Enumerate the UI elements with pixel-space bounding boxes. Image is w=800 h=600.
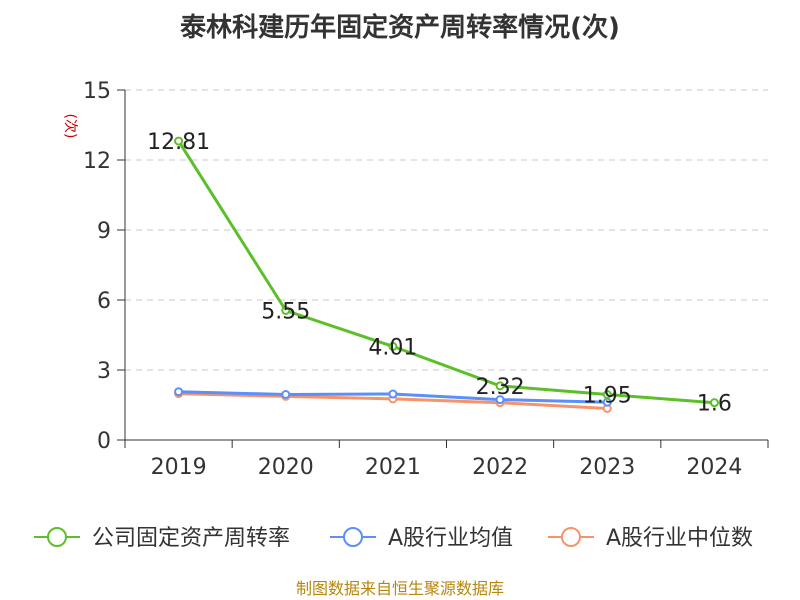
- grid-lines: [125, 89, 768, 371]
- data-label: 12.81: [147, 130, 210, 155]
- legend-label: A股行业中位数: [606, 526, 753, 551]
- x-tick-label: 2022: [472, 455, 528, 480]
- legend-swatch-marker: [561, 527, 581, 547]
- data-point: [388, 389, 398, 399]
- data-point: [709, 398, 719, 408]
- x-tick-label: 2023: [579, 455, 635, 480]
- series-lines: [174, 136, 719, 413]
- data-point: [281, 306, 291, 315]
- data-point: [174, 387, 184, 397]
- data-labels: 12.81 5.55 4.01 2.32 1.95 1.6: [147, 130, 732, 417]
- legend-label: 公司固定资产周转率: [92, 526, 290, 551]
- data-label: 1.95: [583, 384, 632, 409]
- y-tick-label: 6: [97, 289, 111, 314]
- data-label: 5.55: [261, 300, 310, 325]
- data-label: 2.32: [476, 375, 525, 400]
- data-point: [495, 381, 505, 391]
- data-label: 4.01: [368, 335, 417, 360]
- data-point: [495, 395, 505, 405]
- y-tick-label: 0: [97, 429, 111, 454]
- x-tick-label: 2019: [151, 455, 207, 480]
- legend: 公司固定资产周转率 A股行业均值 A股行业中位数: [34, 526, 753, 551]
- source-note: 制图数据来自恒生聚源数据库: [296, 579, 504, 598]
- legend-label: A股行业均值: [388, 526, 513, 551]
- data-point: [602, 390, 612, 399]
- legend-swatch-marker: [343, 527, 363, 547]
- x-tick-label: 2020: [258, 455, 314, 480]
- axes: 0 3 6 9 12 15 2019 2020 2021 2022 2023 2024: [83, 79, 769, 480]
- data-point: [281, 390, 291, 399]
- data-label: 1.6: [697, 392, 732, 417]
- y-tick-label: 15: [83, 79, 111, 104]
- x-tick-label: 2021: [365, 455, 421, 480]
- x-tick-label: 2024: [686, 455, 742, 480]
- series-line-0: [177, 140, 715, 405]
- y-tick-label: 9: [97, 219, 111, 244]
- y-axis-label: (次): [62, 114, 78, 139]
- y-tick-label: 12: [83, 149, 111, 174]
- data-point: [174, 136, 184, 146]
- data-point: [388, 341, 398, 351]
- y-tick-label: 3: [97, 359, 111, 384]
- legend-swatch-marker: [47, 527, 67, 547]
- chart-title: 泰林科建历年固定资产周转率情况(次): [180, 12, 620, 43]
